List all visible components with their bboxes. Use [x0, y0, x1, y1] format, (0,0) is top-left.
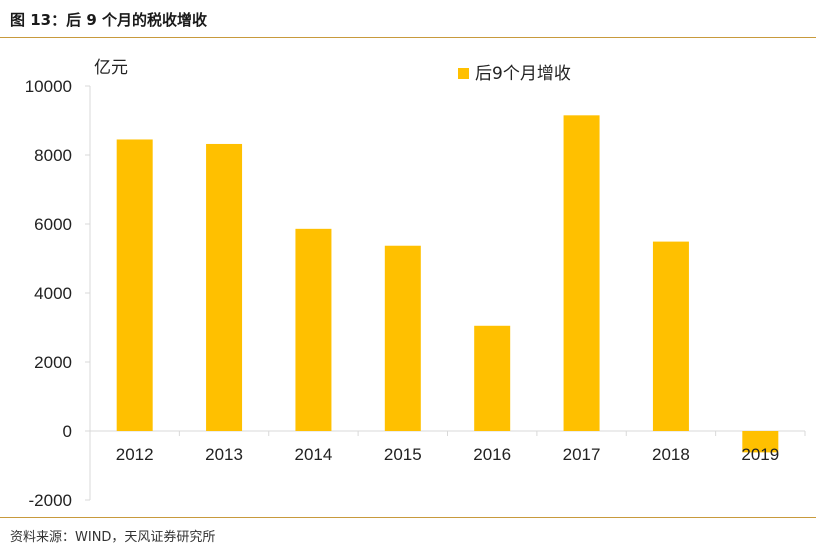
- x-tick-label: 2018: [652, 445, 690, 464]
- bar-chart: 10000 8000 6000 4000 2000 0 -2000 2012 2013 2014…: [25, 58, 806, 510]
- legend-swatch: [458, 68, 469, 79]
- bar-2015: [384, 245, 421, 431]
- figure-title: 图 13：后 9 个月的税收增收: [10, 11, 207, 29]
- top-rule: [0, 37, 816, 38]
- legend-label: 后9个月增收: [475, 64, 571, 84]
- x-tick-label: 2019: [741, 445, 779, 464]
- y-tick-label: 6000: [34, 215, 72, 234]
- y-tick-label: 2000: [34, 353, 72, 372]
- bar-2019: [742, 431, 779, 453]
- bar-2013: [206, 143, 243, 431]
- x-tick-label: 2015: [384, 445, 422, 464]
- source-note: 资料来源：WIND，天风证券研究所: [10, 530, 216, 545]
- bottom-rule: [0, 517, 816, 518]
- y-unit-label: 亿元: [94, 58, 128, 78]
- y-tick-label: 8000: [34, 146, 72, 165]
- bar-series: [116, 115, 779, 453]
- legend: 后9个月增收: [458, 64, 571, 84]
- x-tick-label: 2016: [473, 445, 511, 464]
- x-tick-labels: 2012 2013 2014 2015 2016 2017 2018 2019: [116, 445, 779, 464]
- y-tick-label: 0: [63, 422, 72, 441]
- bar-2014: [295, 228, 332, 431]
- bar-2016: [474, 325, 511, 431]
- x-axis: [89, 430, 806, 436]
- x-tick-label: 2014: [295, 445, 333, 464]
- y-tick-label: 4000: [34, 284, 72, 303]
- bar-2012: [116, 139, 153, 431]
- y-tick-label: -2000: [29, 491, 72, 510]
- bar-2018: [652, 241, 689, 431]
- x-tick-label: 2017: [563, 445, 601, 464]
- y-tick-label: 10000: [25, 77, 72, 96]
- bar-2017: [563, 115, 600, 431]
- x-tick-label: 2013: [205, 445, 243, 464]
- x-tick-label: 2012: [116, 445, 154, 464]
- y-axis: 10000 8000 6000 4000 2000 0 -2000: [25, 77, 91, 510]
